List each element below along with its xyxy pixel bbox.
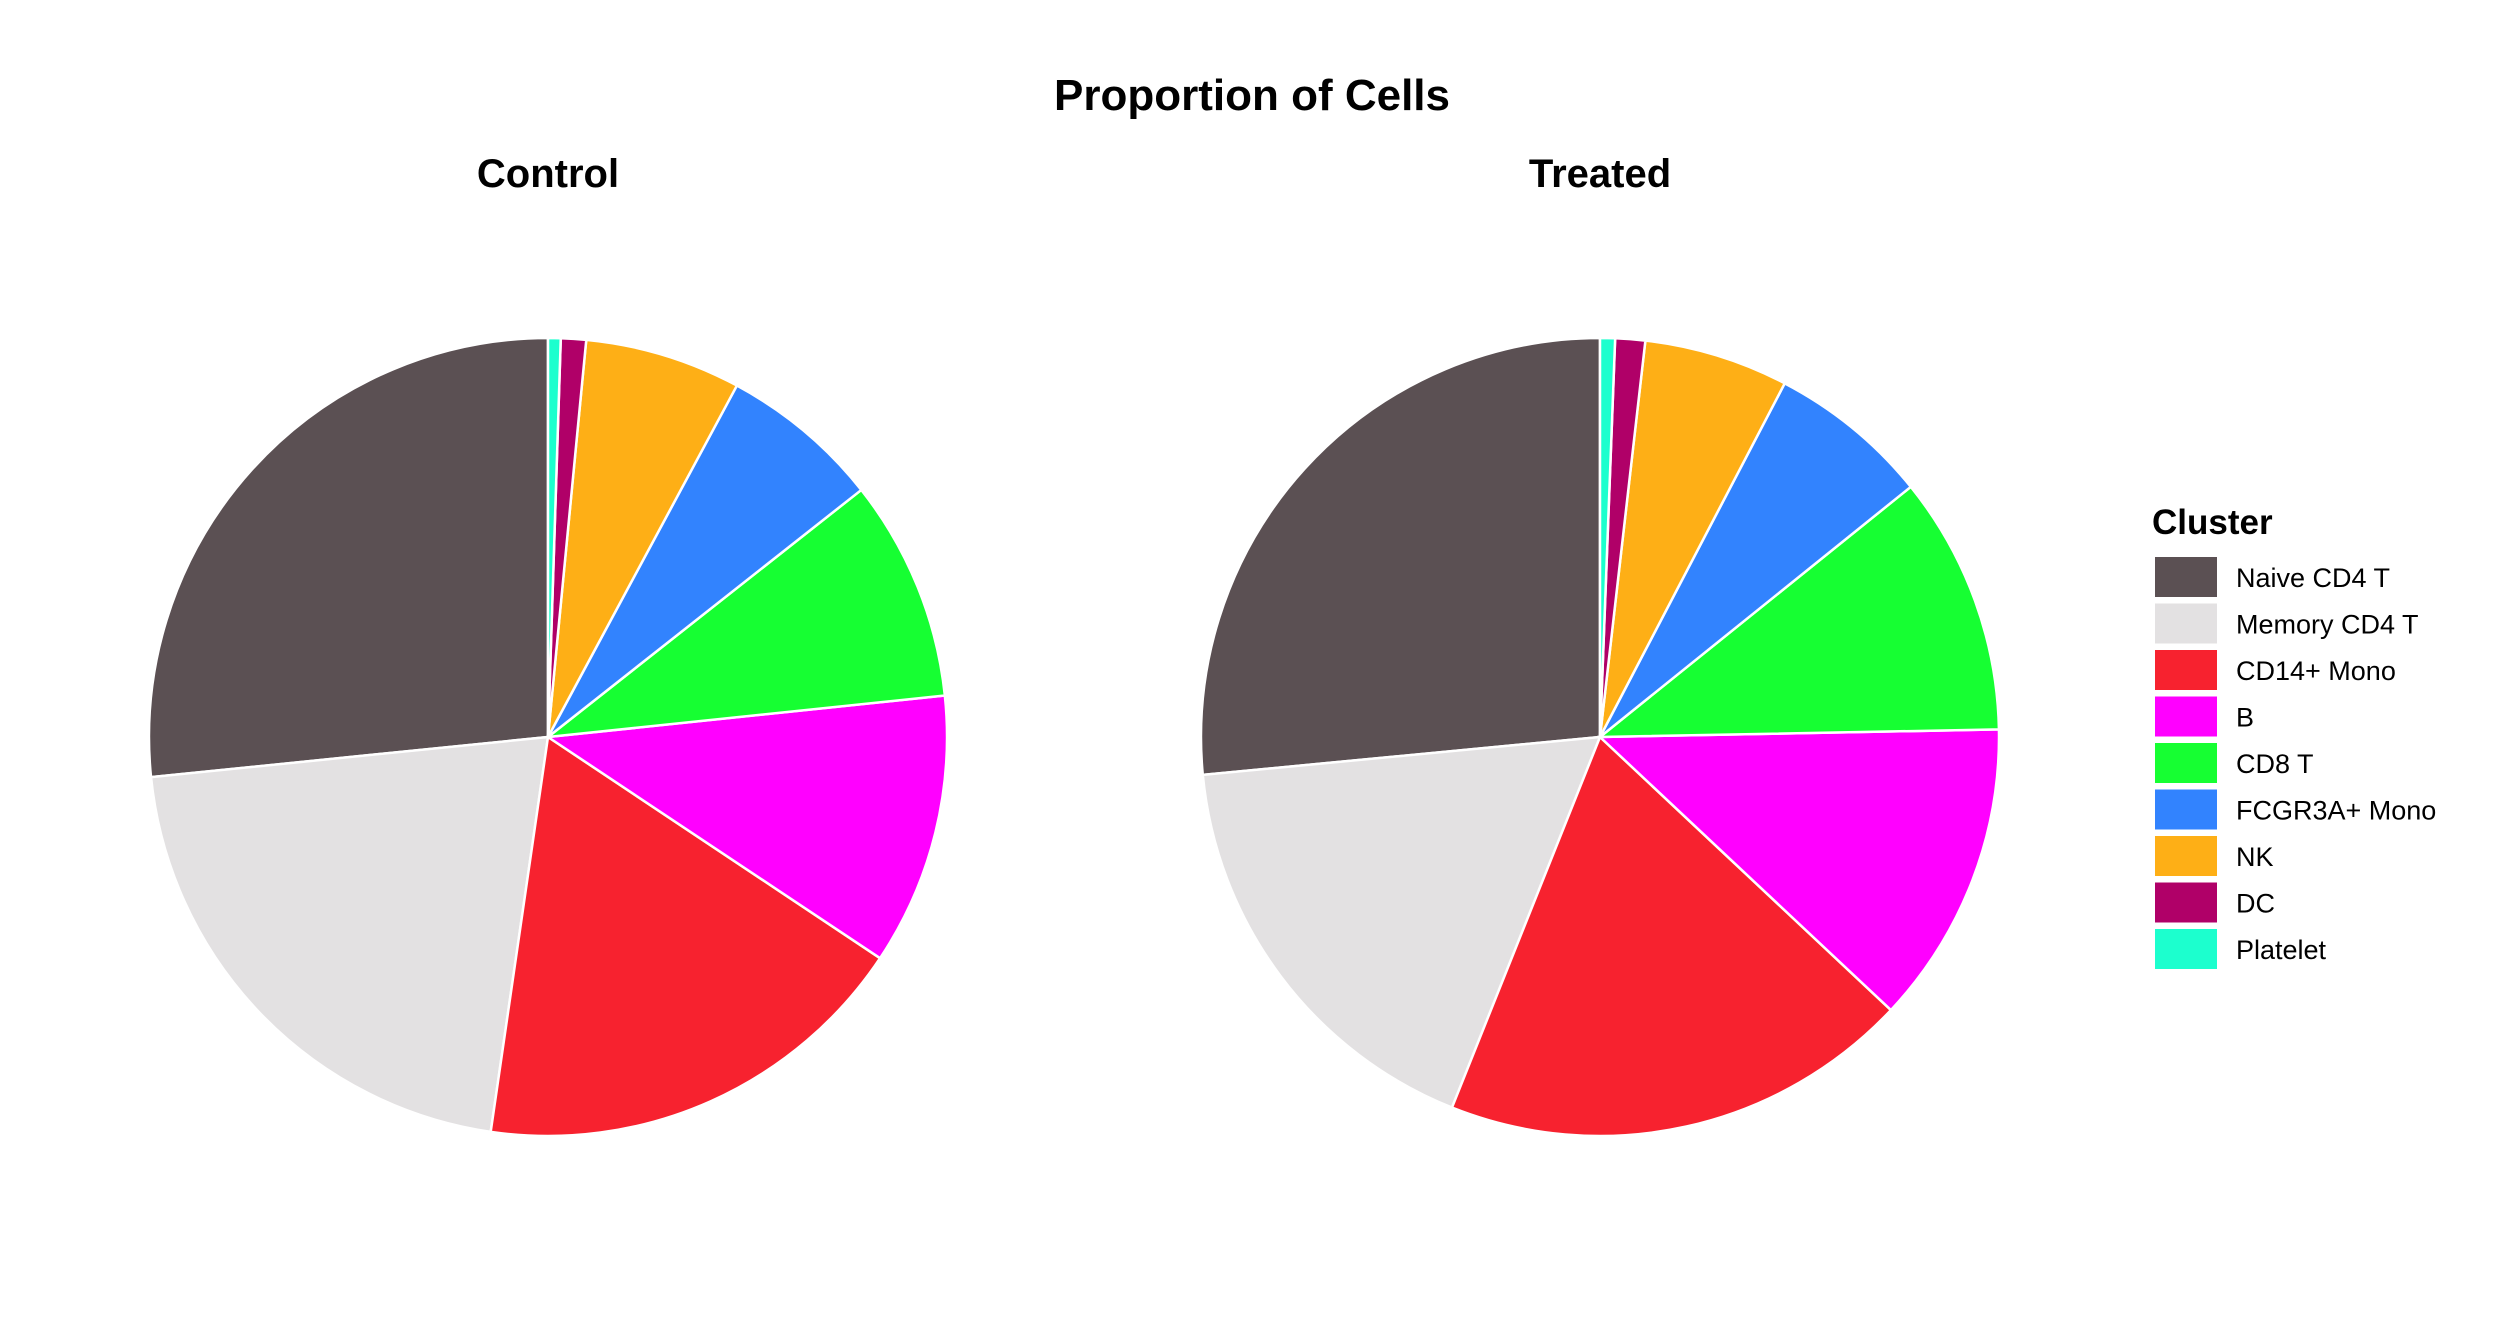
chart-title: Proportion of Cells (1054, 71, 1450, 120)
pie-slice-treated-b (1596, 728, 2001, 1012)
pie-slice-treated-naive-cd4-t (1199, 336, 1602, 777)
pie-slice-control-platelet (546, 336, 563, 738)
pie-control (147, 336, 949, 1138)
legend-label-dc: DC (2236, 889, 2275, 919)
legend-label-b: B (2236, 703, 2254, 733)
legend-key-b (2155, 696, 2217, 737)
legend: Cluster Naive CD4 T Memory CD4 T CD14+ Mon… (2152, 503, 2436, 969)
legend-label-cd14-mono: CD14+ Mono (2236, 656, 2396, 686)
pie-slice-control-naive-cd4-t (147, 336, 550, 779)
legend-label-fcgr3a-mono: FCGR3A+ Mono (2236, 796, 2436, 826)
legend-label-nk: NK (2236, 842, 2274, 872)
pie-slice-treated-cd14-mono (1450, 734, 1893, 1138)
pie-slice-control-cd14-mono (489, 734, 882, 1138)
pie-slice-treated-fcgr3a-mono (1598, 381, 1913, 738)
legend-key-platelet (2155, 929, 2217, 969)
legend-label-cd8-t: CD8 T (2236, 749, 2314, 779)
legend-title: Cluster (2152, 503, 2273, 542)
legend-key-naive-cd4-t (2155, 557, 2217, 597)
legend-key-nk (2155, 836, 2217, 876)
pie-slice-control-cd8-t (543, 488, 947, 739)
legend-label-naive-cd4-t: Naive CD4 T (2236, 563, 2390, 593)
panel-title-treated: Treated (1529, 152, 1671, 196)
legend-key-cd14-mono (2155, 650, 2217, 690)
pie-slice-control-nk (546, 338, 739, 738)
legend-key-fcgr3a-mono (2155, 789, 2217, 830)
legend-label-platelet: Platelet (2236, 935, 2327, 965)
panel-title-control: Control (477, 152, 619, 196)
pie-slice-control-memory-cd4-t (149, 735, 550, 1134)
pie-panel-treated: Treated (1199, 152, 2001, 1138)
pie-slice-treated-cd8-t (1596, 485, 2001, 739)
legend-key-memory-cd4-t (2155, 603, 2217, 644)
pie-panel-control: Control (147, 152, 949, 1138)
pie-slice-treated-memory-cd4-t (1201, 735, 1602, 1110)
legend-key-dc (2155, 882, 2217, 923)
pie-slice-control-fcgr3a-mono (546, 383, 864, 738)
pie-treated (1199, 336, 2001, 1138)
legend-label-memory-cd4-t: Memory CD4 T (2236, 610, 2419, 640)
pie-slice-treated-nk (1598, 339, 1787, 738)
pie-slice-control-b (544, 694, 949, 960)
pie-slice-treated-platelet (1598, 336, 1617, 738)
legend-key-cd8-t (2155, 743, 2217, 783)
